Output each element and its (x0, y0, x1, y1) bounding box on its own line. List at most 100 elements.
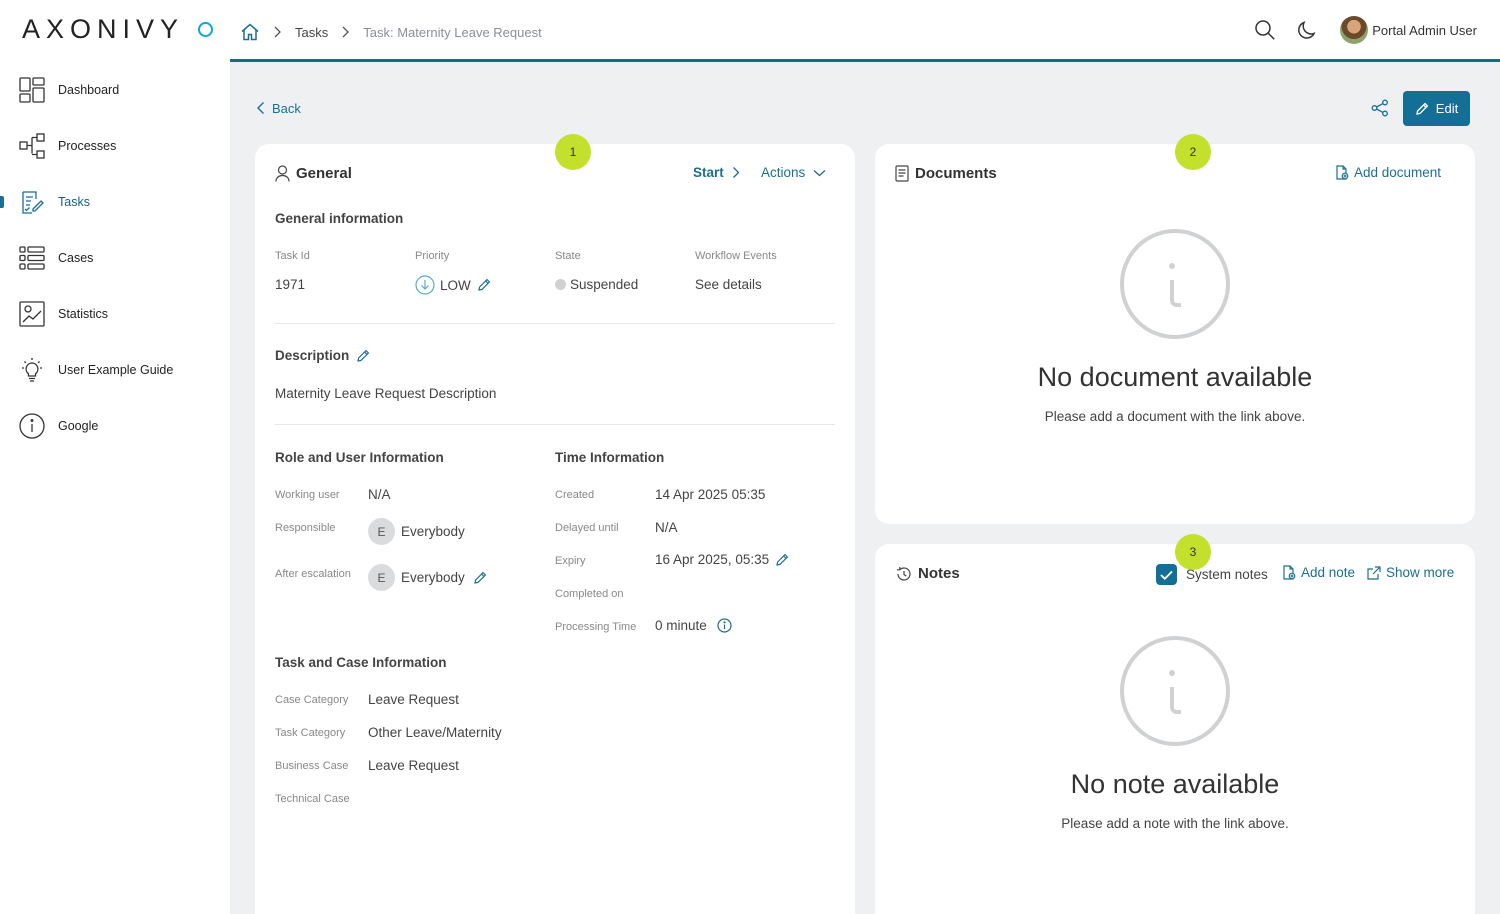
add-document-label: Add document (1354, 165, 1442, 180)
technical-case-label: Technical Case (275, 793, 350, 805)
sidebar-item-label: Google (58, 419, 99, 433)
processing-time-label: Processing Time (555, 621, 637, 633)
start-label: Start (693, 165, 724, 180)
general-title-text: General (296, 165, 352, 182)
start-button[interactable]: Start (693, 165, 740, 180)
sidebar-item-processes[interactable]: Processes (0, 118, 230, 174)
share-icon[interactable] (1370, 98, 1390, 118)
moon-icon[interactable] (1296, 19, 1318, 41)
sidebar-item-cases[interactable]: Cases (0, 230, 230, 286)
sidebar: AXONIVY Dashboard Processes Tasks (0, 0, 230, 914)
empty-notes-subtitle: Please add a note with the link above. (1061, 816, 1289, 831)
statistics-icon (19, 301, 45, 327)
empty-notes-title: No note available (1070, 769, 1280, 799)
expiry-field: 16 Apr 2025, 05:35 (655, 552, 789, 567)
notes-title-text: Notes (918, 565, 960, 582)
workflow-events-label: Workflow Events (695, 250, 777, 262)
expiry-label: Expiry (555, 555, 586, 567)
top-right-actions: Portal Admin User (1254, 14, 1500, 46)
sidebar-item-label: Dashboard (58, 83, 120, 97)
pencil-icon (1415, 102, 1429, 115)
notes-card: Notes System notes Add note Show more No… (875, 544, 1475, 914)
task-category-label: Task Category (275, 727, 346, 739)
sidebar-item-label: Tasks (58, 195, 90, 209)
general-title: General (275, 165, 352, 182)
show-more-button[interactable]: Show more (1367, 565, 1454, 580)
breadcrumb: Tasks Task: Maternity Leave Request (240, 20, 542, 44)
actions-label: Actions (761, 165, 806, 180)
pencil-icon[interactable] (775, 553, 789, 567)
task-id-value: 1971 (275, 277, 306, 292)
time-info-title: Time Information (555, 450, 665, 465)
responsible-value: Everybody (401, 524, 465, 539)
system-notes-checkbox[interactable] (1156, 564, 1177, 585)
arrow-down-circle-icon (415, 275, 435, 295)
chevron-left-icon (257, 102, 264, 114)
sidebar-item-label: Cases (58, 251, 94, 265)
state-dot-icon (555, 279, 566, 290)
top-bar: Tasks Task: Maternity Leave Request Port… (230, 0, 1500, 62)
avatar: E (368, 564, 395, 591)
check-icon (1160, 570, 1173, 580)
search-icon[interactable] (1254, 19, 1276, 41)
info-circle-icon (1120, 229, 1230, 339)
see-details-link[interactable]: See details (695, 277, 762, 292)
responsible-label: Responsible (275, 522, 336, 534)
notes-title: Notes (895, 565, 960, 582)
home-icon[interactable] (240, 22, 260, 42)
back-button[interactable]: Back (256, 98, 301, 118)
sidebar-nav: Dashboard Processes Tasks Cases (0, 62, 230, 454)
user-name[interactable]: Portal Admin User (1372, 22, 1477, 38)
logo-circle-icon (198, 21, 214, 37)
sidebar-item-google[interactable]: Google (0, 398, 230, 454)
priority-field: LOW (415, 275, 491, 295)
processing-time-value: 0 minute (655, 618, 707, 633)
external-link-icon (1367, 565, 1381, 580)
breadcrumb-tasks[interactable]: Tasks (295, 24, 329, 40)
add-note-icon (1283, 565, 1296, 580)
info-icon[interactable] (717, 618, 732, 633)
priority-value: LOW (440, 277, 471, 293)
add-note-button[interactable]: Add note (1282, 565, 1355, 580)
case-category-value: Leave Request (368, 692, 459, 707)
avatar: E (368, 518, 395, 545)
system-notes-toggle[interactable]: System notes (1156, 564, 1268, 585)
sidebar-item-tasks[interactable]: Tasks (0, 174, 230, 230)
pencil-icon[interactable] (356, 349, 370, 363)
sidebar-item-label: User Example Guide (58, 363, 174, 377)
add-document-button[interactable]: Add document (1335, 165, 1441, 180)
logo-text: AXONIVY (22, 13, 185, 44)
add-note-label: Add note (1301, 565, 1356, 580)
working-user-value: N/A (368, 487, 391, 502)
cases-icon (19, 246, 45, 270)
show-more-label: Show more (1386, 565, 1455, 580)
actions-dropdown[interactable]: Actions (761, 165, 826, 180)
chevron-right-icon (732, 167, 740, 178)
chevron-right-icon (274, 26, 281, 38)
dashboard-icon (19, 77, 45, 103)
business-case-link[interactable]: Leave Request (368, 758, 459, 773)
business-case-label: Business Case (275, 760, 349, 772)
expiry-value: 16 Apr 2025, 05:35 (655, 552, 770, 567)
avatar[interactable] (1340, 16, 1369, 44)
general-info-title: General information (275, 211, 404, 226)
delayed-until-label: Delayed until (555, 522, 619, 534)
sidebar-item-label: Statistics (58, 307, 109, 321)
state-label: State (555, 250, 581, 262)
task-id-label: Task Id (275, 250, 310, 262)
empty-documents-title: No document available (1037, 362, 1313, 392)
sidebar-item-dashboard[interactable]: Dashboard (0, 62, 230, 118)
edit-label: Edit (1435, 101, 1459, 116)
pencil-icon[interactable] (477, 278, 491, 292)
responsible-field: E Everybody (368, 518, 465, 545)
sidebar-item-statistics[interactable]: Statistics (0, 286, 230, 342)
created-value: 14 Apr 2025 05:35 (655, 487, 766, 502)
description-title: Description (275, 348, 350, 363)
edit-button[interactable]: Edit (1403, 91, 1470, 126)
logo[interactable]: AXONIVY (22, 13, 214, 44)
documents-title: Documents (895, 165, 997, 182)
pencil-icon[interactable] (473, 571, 487, 585)
after-escalation-field: E Everybody (368, 564, 487, 591)
divider (275, 323, 835, 324)
sidebar-item-user-example-guide[interactable]: User Example Guide (0, 342, 230, 398)
